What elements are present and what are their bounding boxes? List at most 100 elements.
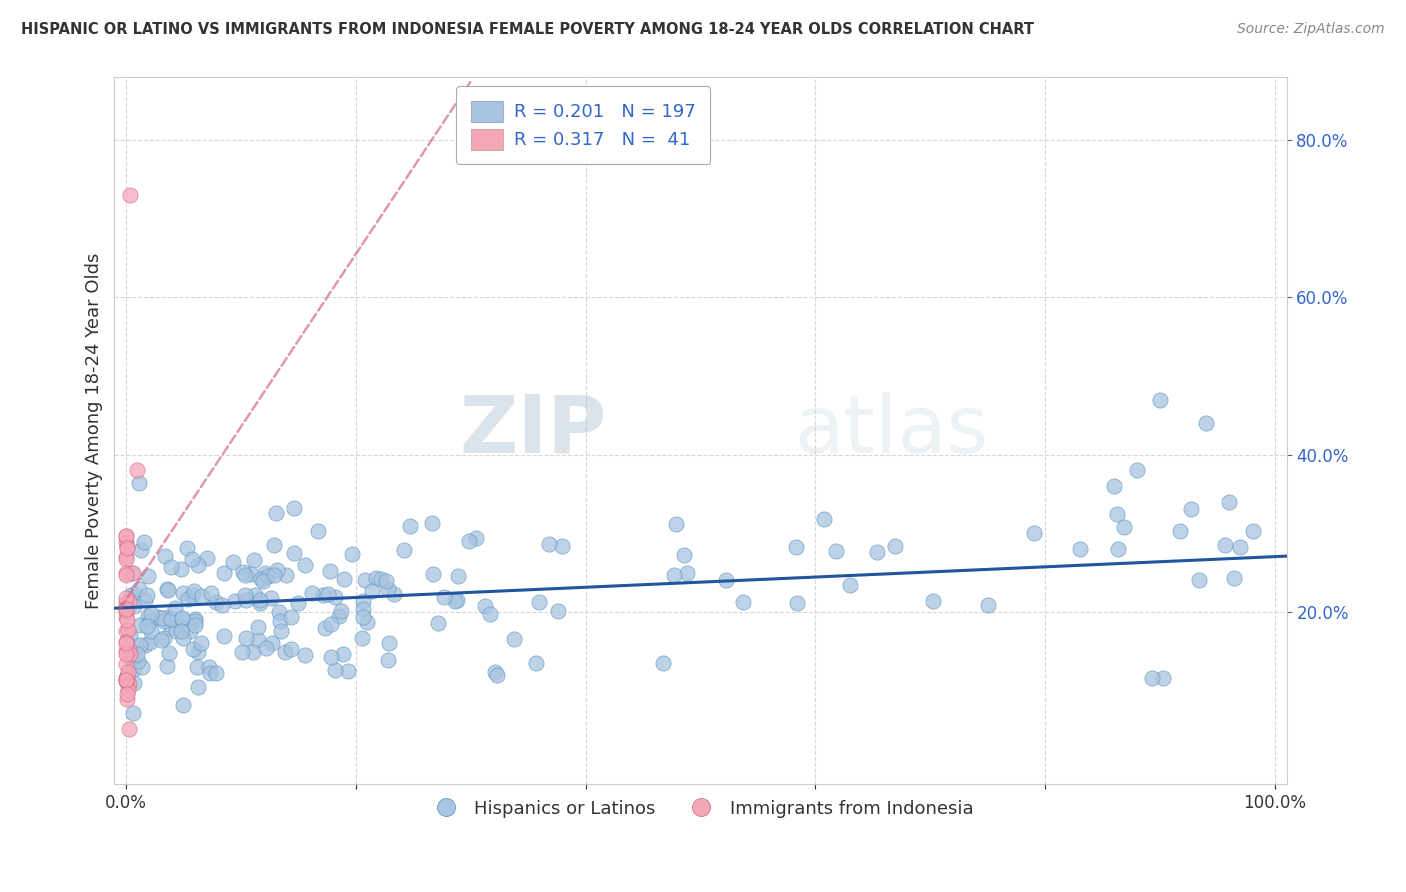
Point <box>1149 392 1171 407</box>
Point <box>115 568 138 582</box>
Point <box>127 654 149 668</box>
Point <box>249 572 271 586</box>
Point <box>254 640 277 655</box>
Point <box>502 632 524 646</box>
Point <box>115 669 138 683</box>
Point <box>323 663 346 677</box>
Point <box>399 518 422 533</box>
Point <box>246 620 269 634</box>
Point <box>170 624 193 638</box>
Point <box>280 610 302 624</box>
Point <box>115 673 138 688</box>
Point <box>283 500 305 515</box>
Point <box>422 567 444 582</box>
Point <box>170 620 193 634</box>
Point <box>139 635 162 649</box>
Point <box>342 547 364 561</box>
Point <box>1229 540 1251 554</box>
Point <box>1180 502 1202 516</box>
Point <box>352 601 374 615</box>
Point <box>165 624 187 639</box>
Point <box>115 644 138 658</box>
Point <box>160 612 183 626</box>
Point <box>262 635 284 649</box>
Point <box>446 568 468 582</box>
Point <box>136 589 159 603</box>
Point <box>195 551 218 566</box>
Point <box>122 676 145 690</box>
Point <box>321 649 343 664</box>
Point <box>484 665 506 679</box>
Point <box>785 540 807 554</box>
Point <box>198 666 221 681</box>
Point <box>263 538 285 552</box>
Point <box>120 588 142 602</box>
Point <box>665 517 688 532</box>
Point <box>352 610 374 624</box>
Point <box>977 598 1000 612</box>
Point <box>420 516 443 531</box>
Point <box>527 595 550 609</box>
Point <box>115 529 138 543</box>
Point <box>153 614 176 628</box>
Point <box>731 595 754 609</box>
Point <box>115 591 138 605</box>
Point <box>117 541 139 555</box>
Point <box>232 565 254 579</box>
Point <box>312 588 335 602</box>
Point <box>127 463 149 477</box>
Point <box>249 592 271 607</box>
Point <box>156 583 179 598</box>
Point <box>264 507 287 521</box>
Point <box>333 572 356 586</box>
Point <box>115 600 138 615</box>
Point <box>329 604 352 618</box>
Point <box>307 524 329 538</box>
Point <box>524 656 547 670</box>
Point <box>377 582 399 597</box>
Point <box>211 599 233 613</box>
Point <box>474 599 496 614</box>
Point <box>139 607 162 622</box>
Point <box>486 668 509 682</box>
Point <box>538 537 561 551</box>
Point <box>676 566 699 580</box>
Point <box>180 552 202 566</box>
Point <box>231 645 253 659</box>
Point <box>652 656 675 670</box>
Point <box>1243 524 1265 539</box>
Point <box>115 550 138 565</box>
Point <box>120 188 142 202</box>
Point <box>115 552 138 566</box>
Point <box>129 543 152 558</box>
Point <box>190 636 212 650</box>
Point <box>115 692 138 706</box>
Point <box>1140 671 1163 685</box>
Point <box>138 614 160 628</box>
Point <box>1213 538 1236 552</box>
Point <box>316 587 339 601</box>
Point <box>813 511 835 525</box>
Point <box>115 596 138 610</box>
Point <box>457 534 479 549</box>
Point <box>187 680 209 694</box>
Point <box>243 553 266 567</box>
Point <box>181 641 204 656</box>
Point <box>233 589 256 603</box>
Point <box>183 584 205 599</box>
Point <box>786 596 808 610</box>
Point <box>270 624 292 638</box>
Point <box>550 539 572 553</box>
Point <box>139 624 162 638</box>
Point <box>179 624 201 638</box>
Point <box>117 623 139 637</box>
Point <box>1168 524 1191 539</box>
Point <box>117 676 139 690</box>
Point <box>266 563 288 577</box>
Point <box>121 566 143 581</box>
Point <box>157 646 180 660</box>
Point <box>280 642 302 657</box>
Point <box>235 632 257 646</box>
Point <box>115 635 138 649</box>
Point <box>465 532 488 546</box>
